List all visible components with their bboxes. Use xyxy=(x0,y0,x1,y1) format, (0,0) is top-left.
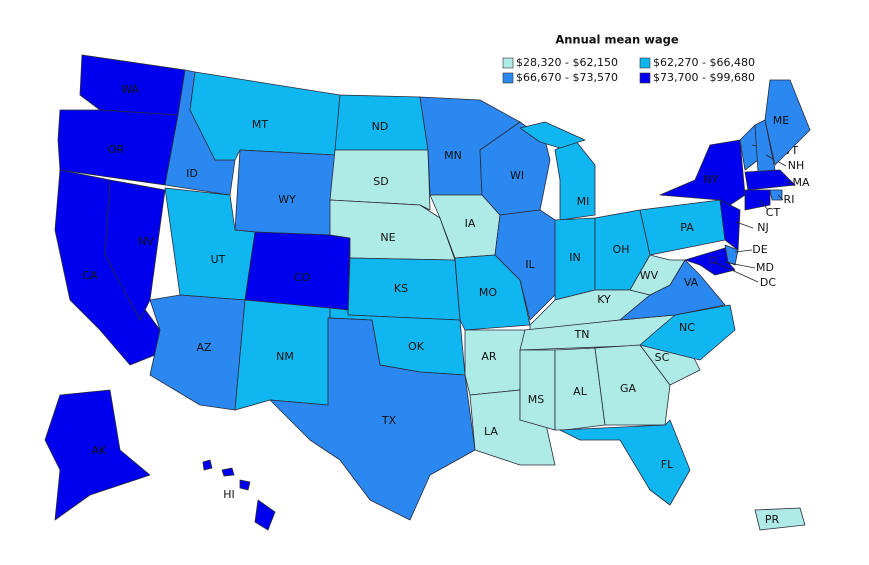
state xyxy=(202,459,213,471)
state xyxy=(744,169,796,191)
state xyxy=(519,349,556,431)
state-label: NJ xyxy=(757,221,768,234)
state-label: AZ xyxy=(196,341,212,354)
state xyxy=(769,189,783,201)
state-label: MD xyxy=(756,261,774,274)
state-label: OH xyxy=(613,243,630,256)
state-label: NC xyxy=(679,321,695,334)
state xyxy=(554,139,596,221)
state-label: WV xyxy=(640,269,659,282)
state xyxy=(594,344,671,426)
state xyxy=(254,499,276,531)
legend-label: $28,320 - $62,150 xyxy=(516,56,618,69)
state xyxy=(764,79,811,166)
state xyxy=(104,179,166,321)
state xyxy=(221,467,235,477)
state xyxy=(719,199,741,251)
state xyxy=(559,419,691,506)
state-label: ID xyxy=(186,167,198,180)
state-label: MT xyxy=(252,118,268,131)
leader-line xyxy=(735,221,754,229)
state-label: AL xyxy=(573,385,588,398)
state-label: WA xyxy=(121,83,139,96)
state-label: PA xyxy=(680,221,694,234)
state-label: HI xyxy=(223,488,235,501)
state xyxy=(659,139,746,206)
state xyxy=(329,149,431,211)
state-label: SC xyxy=(655,351,670,364)
state-label: NE xyxy=(380,231,395,244)
state xyxy=(244,231,351,311)
state-label: LA xyxy=(484,425,498,438)
leader-line xyxy=(713,261,759,283)
state-label: AK xyxy=(92,444,108,457)
state-label: SD xyxy=(373,175,388,188)
legend-label: $66,670 - $73,570 xyxy=(516,71,618,84)
legend-title: Annual mean wage xyxy=(555,33,679,47)
state-label: TN xyxy=(574,328,590,341)
legend-swatch xyxy=(639,72,651,84)
state-label: VA xyxy=(684,276,699,289)
state-label: OR xyxy=(108,143,125,156)
leader-line xyxy=(734,249,753,253)
legend-swatch xyxy=(639,57,651,69)
state-label: NV xyxy=(138,235,154,248)
state-label: IL xyxy=(525,258,535,271)
state-label: NH xyxy=(788,159,805,172)
state-label: IN xyxy=(569,251,580,264)
legend-swatch xyxy=(502,57,514,69)
state-label: PR xyxy=(765,513,780,526)
legend-label: $73,700 - $99,680 xyxy=(653,71,755,84)
state-label: WI xyxy=(510,169,524,182)
state-label: ME xyxy=(773,114,789,127)
state-label: RI xyxy=(784,193,795,206)
state-label: NY xyxy=(704,173,719,186)
leader-line xyxy=(786,181,793,184)
state-label: AR xyxy=(481,350,497,363)
state xyxy=(189,71,341,161)
state-label: NM xyxy=(276,350,294,363)
state-label: KS xyxy=(394,282,408,295)
state xyxy=(754,507,806,531)
state-label: KY xyxy=(597,293,611,306)
state-label: CO xyxy=(294,271,311,284)
state-label: MI xyxy=(577,195,590,208)
legend-swatch xyxy=(502,72,514,84)
state-label: FL xyxy=(661,458,674,471)
state xyxy=(269,317,476,521)
state xyxy=(554,347,606,431)
state-label: IA xyxy=(465,217,476,230)
legend-label: $62,270 - $66,480 xyxy=(653,56,755,69)
state-label: DE xyxy=(752,243,767,256)
state xyxy=(44,389,151,521)
state-label: DC xyxy=(760,276,776,289)
state-label: MA xyxy=(792,176,809,189)
state xyxy=(239,479,251,491)
state-label: CT xyxy=(766,206,781,219)
leader-line xyxy=(759,199,769,211)
leader-line xyxy=(777,194,784,201)
state-label: MN xyxy=(444,149,462,162)
state-label: UT xyxy=(211,253,226,266)
state xyxy=(479,121,551,216)
state-label: MS xyxy=(528,393,544,406)
state-label: CA xyxy=(82,269,98,282)
state-label: ND xyxy=(372,120,389,133)
leader-line xyxy=(723,261,756,269)
state-label: GA xyxy=(620,382,637,395)
state-label: OK xyxy=(408,340,425,353)
state-label: WY xyxy=(278,193,296,206)
state-label: TX xyxy=(381,414,397,427)
state xyxy=(519,121,586,149)
state-label: MO xyxy=(479,286,497,299)
state xyxy=(494,209,556,321)
